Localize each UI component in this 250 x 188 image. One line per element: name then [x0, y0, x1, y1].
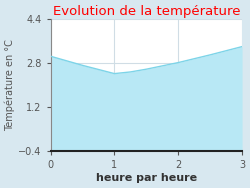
- Title: Evolution de la température: Evolution de la température: [52, 5, 240, 18]
- X-axis label: heure par heure: heure par heure: [96, 173, 197, 183]
- Y-axis label: Température en °C: Température en °C: [5, 39, 15, 131]
